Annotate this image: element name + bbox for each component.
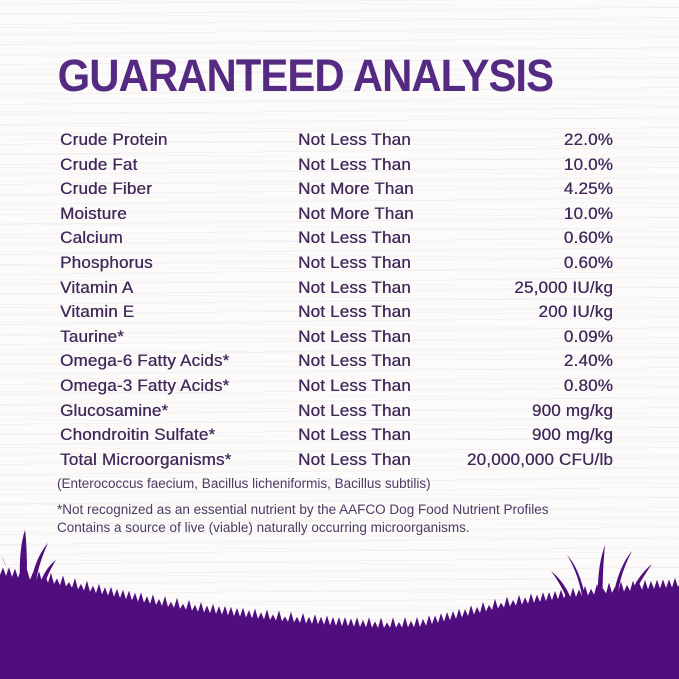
guarantee-value: 900 mg/kg — [531, 400, 613, 420]
guarantee-value: 4.25% — [563, 179, 613, 199]
nutrient-name: Vitamin A — [60, 277, 134, 297]
grass-blade — [567, 555, 588, 610]
analysis-row: Moisture Not More Than 10.0% — [60, 202, 613, 227]
analysis-row: Glucosamine* Not Less Than 900 mg/kg — [60, 399, 613, 424]
grass-blade — [626, 564, 652, 608]
nutrient-name: Omega-6 Fatty Acids* — [60, 351, 230, 371]
guarantee-condition: Not Less Than — [298, 351, 411, 371]
analysis-row: Omega-6 Fatty Acids* Not Less Than 2.40% — [60, 349, 613, 374]
guarantee-condition: Not Less Than — [298, 400, 411, 420]
guarantee-condition: Not Less Than — [298, 252, 411, 272]
analysis-row: Calcium Not Less Than 0.60% — [60, 226, 613, 251]
nutrient-name: Crude Protein — [60, 130, 168, 149]
guarantee-value: 0.09% — [563, 326, 613, 346]
nutrient-name: Moisture — [60, 203, 127, 223]
guarantee-value: 10.0% — [563, 154, 613, 174]
footnote: *Not recognized as an essential nutrient… — [57, 501, 679, 537]
nutrient-name: Chondroitin Sulfate* — [60, 425, 216, 445]
analysis-row: Omega-3 Fatty Acids* Not Less Than 0.80% — [60, 374, 613, 399]
nutrient-name: Taurine* — [60, 326, 124, 346]
analysis-row: Crude Protein Not Less Than 22.0% — [60, 128, 613, 153]
guarantee-value: 20,000,000 CFU/lb — [466, 449, 613, 469]
guarantee-condition: Not Less Than — [298, 449, 411, 469]
analysis-row: Phosphorus Not Less Than 0.60% — [60, 251, 613, 276]
grass-silhouette-graphic — [0, 530, 679, 679]
grass-blade — [30, 543, 48, 590]
analysis-row: Crude Fat Not Less Than 10.0% — [60, 153, 613, 178]
nutrient-name: Glucosamine* — [60, 400, 169, 420]
nutrient-name: Crude Fiber — [60, 179, 152, 199]
analysis-row: Vitamin E Not Less Than 200 IU/kg — [60, 300, 613, 325]
analysis-row: Crude Fiber Not More Than 4.25% — [60, 177, 613, 202]
grass-blade — [19, 530, 27, 586]
guarantee-condition: Not Less Than — [298, 277, 411, 297]
guarantee-value: 0.60% — [563, 252, 613, 272]
guarantee-condition: Not More Than — [298, 179, 414, 199]
nutrient-name: Total Microorganisms* — [60, 449, 232, 469]
guarantee-condition: Not Less Than — [298, 130, 411, 149]
guarantee-condition: Not Less Than — [298, 375, 411, 395]
page-title: GUARANTEED ANALYSIS — [57, 50, 554, 101]
guarantee-condition: Not Less Than — [298, 154, 411, 174]
guarantee-value: 10.0% — [563, 203, 613, 223]
guaranteed-analysis-table: Crude Protein Not Less Than 22.0% Crude … — [60, 128, 613, 472]
footnote-line-1: *Not recognized as an essential nutrient… — [57, 502, 549, 518]
grass-blade — [38, 560, 56, 592]
guarantee-condition: Not Less Than — [298, 326, 411, 346]
analysis-row: Chondroitin Sulfate* Not Less Than 900 m… — [60, 423, 613, 448]
guarantee-value: 200 IU/kg — [538, 302, 613, 322]
guarantee-value: 0.60% — [563, 228, 613, 248]
nutrient-name: Calcium — [60, 228, 123, 248]
nutrient-name: Crude Fat — [60, 154, 138, 174]
footnote-line-2: Contains a source of live (viable) natur… — [57, 520, 470, 536]
analysis-row: Total Microorganisms* Not Less Than 20,0… — [60, 448, 613, 473]
analysis-row: Vitamin A Not Less Than 25,000 IU/kg — [60, 276, 613, 301]
guarantee-value: 2.40% — [563, 351, 613, 371]
grass-blade — [612, 551, 632, 608]
hill-silhouette — [0, 567, 679, 679]
grass-blade — [597, 545, 605, 608]
guarantee-condition: Not More Than — [298, 203, 414, 223]
guarantee-value: 25,000 IU/kg — [514, 277, 613, 297]
nutrient-name: Vitamin E — [60, 302, 135, 322]
nutrient-name: Phosphorus — [60, 252, 153, 272]
guarantee-condition: Not Less Than — [298, 302, 411, 322]
guarantee-value: 0.80% — [563, 375, 613, 395]
guarantee-condition: Not Less Than — [298, 228, 411, 248]
grass-blade — [551, 571, 576, 612]
grass-blade — [1, 555, 16, 589]
analysis-row: Taurine* Not Less Than 0.09% — [60, 325, 613, 350]
microorganisms-note: (Enterococcus faecium, Bacillus lichenif… — [57, 476, 431, 492]
nutrient-name: Omega-3 Fatty Acids* — [60, 375, 230, 395]
guarantee-value: 22.0% — [563, 130, 613, 149]
guarantee-value: 900 mg/kg — [531, 425, 613, 445]
guarantee-condition: Not Less Than — [298, 425, 411, 445]
